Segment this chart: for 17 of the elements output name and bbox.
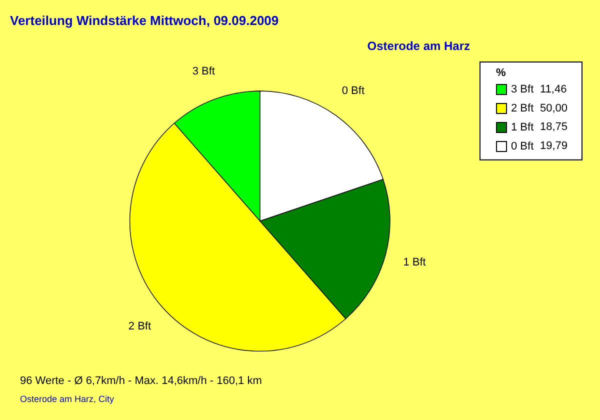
legend-title: %: [496, 67, 506, 79]
legend-label: 0 Bft: [511, 140, 534, 152]
text: 96 Werte - Ø 6,7km/h - Max. 14,6km/h - 160,1 km: [20, 375, 262, 387]
text: Osterode am Harz, City: [20, 394, 115, 404]
legend-label: 2 Bft: [511, 102, 534, 114]
chart-subtitle: Osterode am Harz: [367, 39, 470, 53]
data-label: 11,46: [540, 84, 567, 96]
slice-label: 1 Bft: [403, 256, 426, 268]
data-label: 18,75: [540, 121, 568, 134]
slice-label: 0 Bft: [342, 84, 364, 97]
legend-label: 1 Bft: [511, 122, 534, 134]
legend-label: 3 Bft: [511, 84, 534, 96]
data-label: 50,00: [540, 102, 568, 114]
chart-title: Verteilung Windstärke Mittwoch, 09.09.2009: [10, 13, 279, 28]
data-label: 19,79: [540, 140, 568, 152]
slice-label: 2 Bft: [128, 320, 152, 333]
slice-label: 3 Bft: [192, 65, 215, 78]
